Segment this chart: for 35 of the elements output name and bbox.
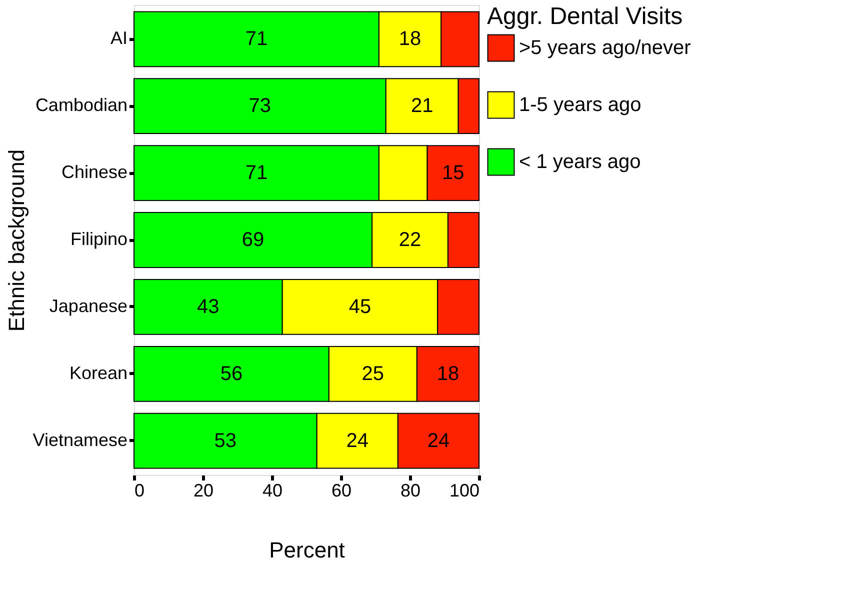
data-label: 21 (410, 95, 434, 118)
data-label: 43 (197, 296, 220, 318)
data-label: 18 (398, 28, 422, 50)
legend-title: Aggr. Dental Visits (487, 3, 683, 30)
y-tick-label: AI (110, 28, 128, 48)
legend-label: < 1 years ago (519, 151, 641, 173)
x-tick-label: 80 (400, 480, 421, 500)
x-tick-label: 40 (262, 480, 283, 500)
x-tick-label: 60 (331, 480, 352, 500)
y-tick-label: Vietnamese (32, 430, 128, 450)
data-label: 69 (242, 229, 264, 251)
legend-label: >5 years ago/never (519, 37, 692, 59)
legend-label: 1-5 years ago (519, 94, 642, 116)
y-tick-label: Korean (69, 362, 128, 383)
y-tick-label: Chinese (61, 162, 128, 182)
data-label: 71 (245, 162, 268, 184)
y-tick-label: Filipino (70, 229, 128, 249)
data-label: 71 (245, 28, 268, 50)
data-label: 22 (398, 229, 422, 251)
x-tick-label: 20 (193, 480, 214, 500)
data-label: 15 (442, 162, 464, 184)
data-label: 73 (248, 95, 272, 118)
data-label: 25 (362, 362, 384, 385)
x-tick-label: 100 (449, 480, 480, 500)
x-tick-label: 0 (134, 480, 145, 500)
data-label: 56 (220, 362, 243, 385)
y-tick-label: Japanese (49, 296, 128, 316)
data-label: 24 (427, 430, 450, 452)
data-label: 24 (346, 430, 369, 452)
y-axis-title: Ethnic background (4, 149, 29, 332)
y-tick-label: Cambodian (35, 95, 128, 116)
data-label: 45 (348, 296, 372, 318)
data-label: 53 (214, 430, 237, 452)
data-label: 18 (436, 362, 460, 385)
x-axis-title: Percent (269, 538, 345, 562)
